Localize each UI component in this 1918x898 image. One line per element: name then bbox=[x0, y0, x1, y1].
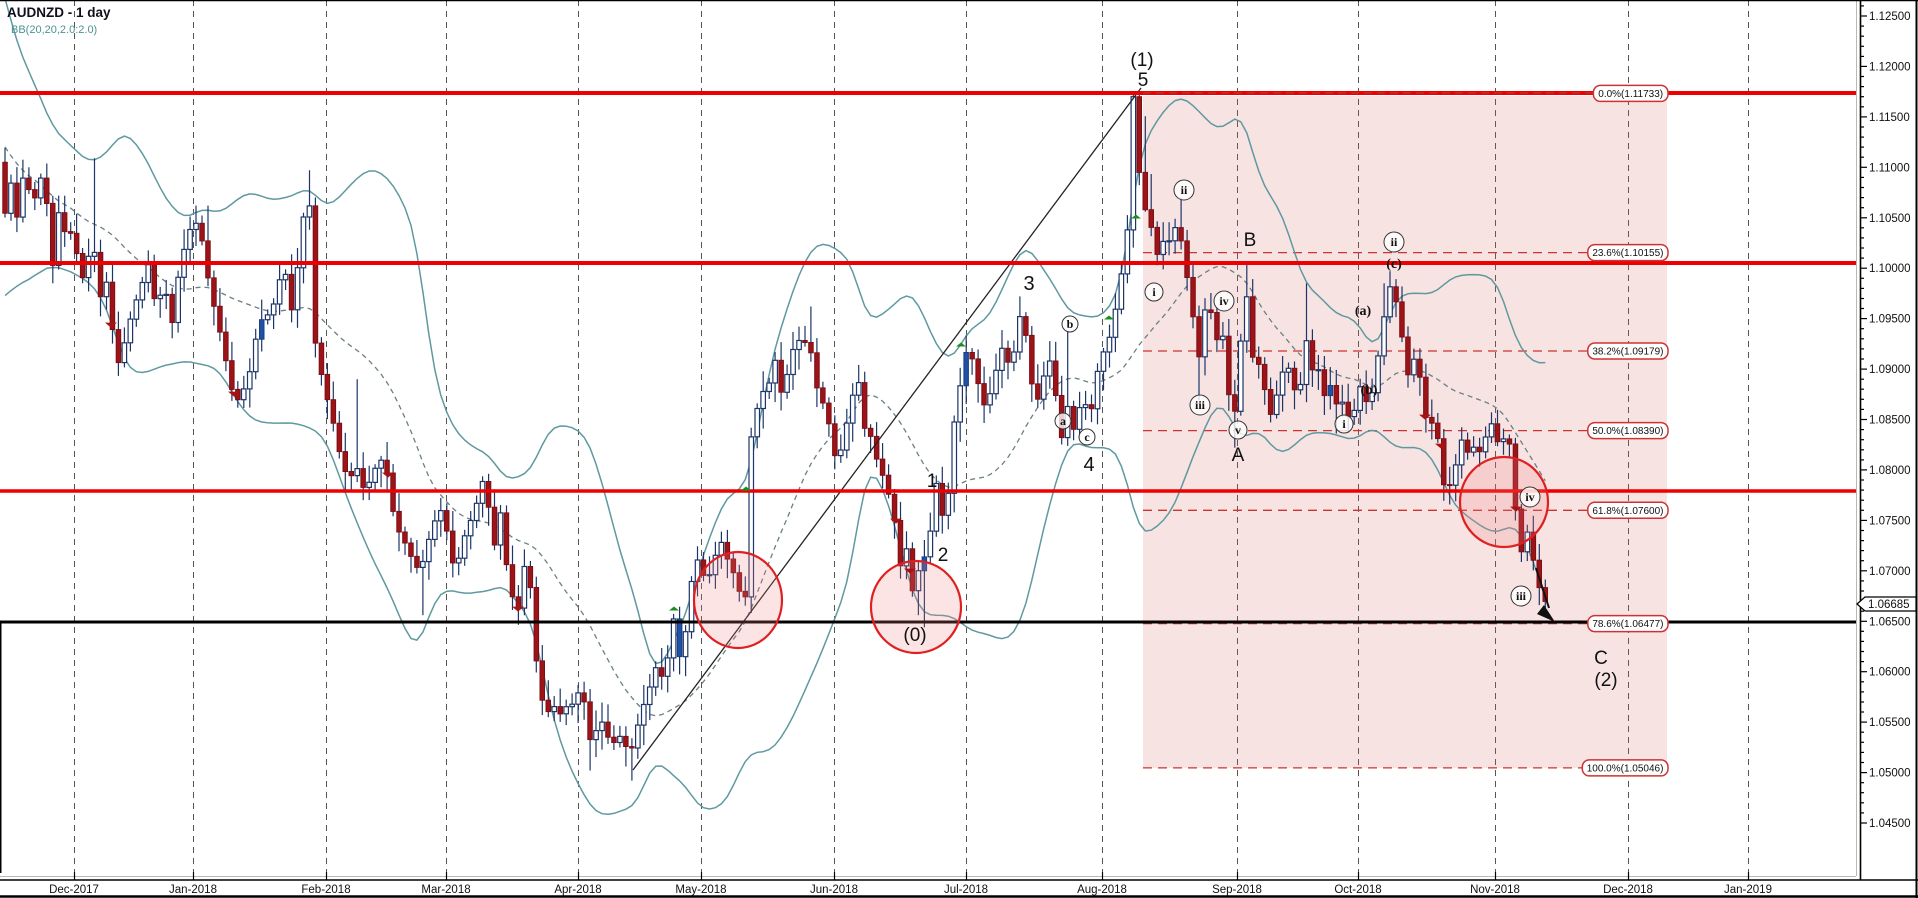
svg-text:50.0%(1.08390): 50.0%(1.08390) bbox=[1592, 426, 1663, 437]
svg-text:23.6%(1.10155): 23.6%(1.10155) bbox=[1592, 248, 1663, 259]
svg-text:Oct-2018: Oct-2018 bbox=[1334, 884, 1381, 896]
svg-text:1.04500: 1.04500 bbox=[1869, 818, 1911, 830]
svg-text:1.06685: 1.06685 bbox=[1868, 599, 1910, 611]
svg-text:Nov-2018: Nov-2018 bbox=[1470, 884, 1520, 896]
svg-text:1.06000: 1.06000 bbox=[1869, 667, 1911, 679]
svg-text:Sep-2018: Sep-2018 bbox=[1212, 884, 1262, 896]
svg-text:1.11000: 1.11000 bbox=[1869, 162, 1910, 174]
svg-text:Jan-2019: Jan-2019 bbox=[1724, 884, 1772, 896]
svg-text:2: 2 bbox=[938, 545, 949, 566]
svg-text:B: B bbox=[1244, 230, 1257, 251]
svg-text:Jan-2018: Jan-2018 bbox=[169, 884, 217, 896]
svg-text:4: 4 bbox=[1083, 454, 1094, 476]
svg-text:1.09000: 1.09000 bbox=[1869, 364, 1911, 376]
svg-text:iii: iii bbox=[1195, 398, 1206, 412]
svg-text:(b): (b) bbox=[1360, 383, 1377, 398]
svg-text:100.0%(1.05046): 100.0%(1.05046) bbox=[1587, 764, 1664, 775]
svg-text:v: v bbox=[1235, 423, 1241, 437]
svg-text:1.08500: 1.08500 bbox=[1869, 415, 1911, 427]
svg-text:3: 3 bbox=[1023, 273, 1034, 295]
svg-text:1.11500: 1.11500 bbox=[1869, 112, 1910, 124]
svg-text:5: 5 bbox=[1138, 70, 1149, 91]
svg-text:1.09500: 1.09500 bbox=[1869, 314, 1911, 326]
svg-text:1.05500: 1.05500 bbox=[1869, 717, 1911, 729]
svg-text:C: C bbox=[1594, 648, 1608, 669]
svg-text:1.07500: 1.07500 bbox=[1869, 515, 1911, 527]
svg-text:c: c bbox=[1084, 430, 1090, 444]
svg-text:i: i bbox=[1152, 285, 1156, 299]
svg-text:0.0%(1.11733): 0.0%(1.11733) bbox=[1598, 89, 1663, 100]
svg-text:iv: iv bbox=[1525, 490, 1534, 504]
svg-text:(1): (1) bbox=[1130, 50, 1153, 71]
svg-text:(2): (2) bbox=[1594, 670, 1617, 691]
svg-text:Mar-2018: Mar-2018 bbox=[421, 884, 470, 896]
svg-text:38.2%(1.09179): 38.2%(1.09179) bbox=[1592, 347, 1663, 358]
svg-text:Dec-2017: Dec-2017 bbox=[49, 884, 99, 896]
svg-text:1.10500: 1.10500 bbox=[1869, 213, 1911, 225]
svg-text:1.07000: 1.07000 bbox=[1869, 566, 1911, 578]
svg-text:BB(20,20,2.0:2.0): BB(20,20,2.0:2.0) bbox=[11, 24, 97, 36]
svg-text:61.8%(1.07600): 61.8%(1.07600) bbox=[1592, 506, 1663, 517]
svg-text:May-2018: May-2018 bbox=[675, 884, 726, 896]
svg-text:Dec-2018: Dec-2018 bbox=[1603, 884, 1653, 896]
svg-text:1.12500: 1.12500 bbox=[1869, 11, 1911, 23]
svg-text:1.10000: 1.10000 bbox=[1869, 263, 1911, 275]
svg-text:AUDNZD - 1 day: AUDNZD - 1 day bbox=[7, 5, 111, 20]
svg-text:(c): (c) bbox=[1386, 257, 1402, 272]
svg-text:Jul-2018: Jul-2018 bbox=[944, 884, 988, 896]
svg-text:Feb-2018: Feb-2018 bbox=[301, 884, 350, 896]
svg-text:Aug-2018: Aug-2018 bbox=[1077, 884, 1127, 896]
svg-text:1.12000: 1.12000 bbox=[1869, 61, 1911, 73]
svg-text:1.08000: 1.08000 bbox=[1869, 465, 1911, 477]
svg-text:i: i bbox=[1342, 417, 1346, 431]
svg-text:b: b bbox=[1067, 317, 1074, 331]
svg-text:iii: iii bbox=[1516, 589, 1527, 603]
svg-text:1: 1 bbox=[927, 471, 938, 492]
svg-text:ii: ii bbox=[1391, 235, 1398, 249]
svg-text:(0): (0) bbox=[903, 625, 926, 646]
svg-text:ii: ii bbox=[1181, 183, 1188, 197]
svg-text:iv: iv bbox=[1219, 294, 1228, 308]
svg-text:Apr-2018: Apr-2018 bbox=[554, 884, 601, 896]
svg-text:Jun-2018: Jun-2018 bbox=[810, 884, 858, 896]
svg-text:78.6%(1.06477): 78.6%(1.06477) bbox=[1592, 619, 1663, 630]
svg-text:1.06500: 1.06500 bbox=[1869, 616, 1911, 628]
svg-text:A: A bbox=[1232, 445, 1245, 466]
svg-text:1.05000: 1.05000 bbox=[1869, 768, 1911, 780]
svg-text:(a): (a) bbox=[1355, 304, 1372, 319]
svg-text:a: a bbox=[1060, 414, 1066, 428]
